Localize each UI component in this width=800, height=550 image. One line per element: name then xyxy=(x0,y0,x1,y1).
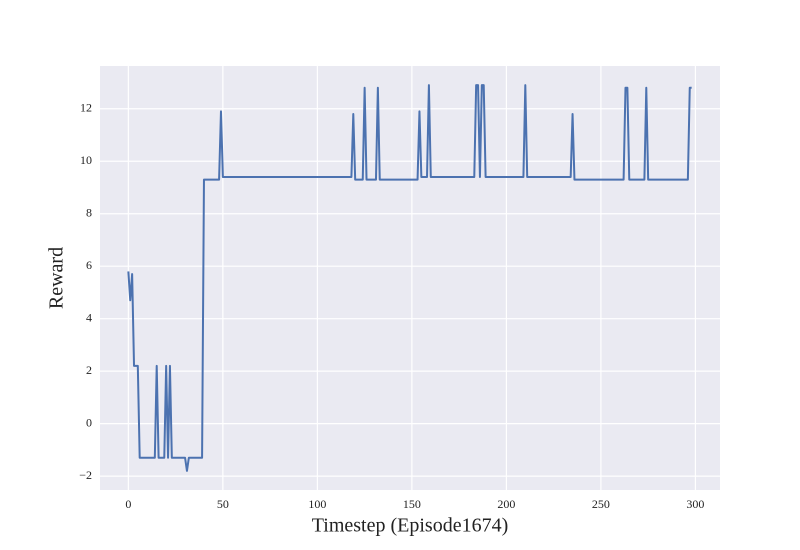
x-tick-label: 300 xyxy=(686,497,704,511)
x-tick-label: 100 xyxy=(308,497,326,511)
y-tick-label: 2 xyxy=(86,363,92,377)
y-tick-label: 12 xyxy=(80,101,92,115)
y-tick-label: 6 xyxy=(86,258,92,272)
line xyxy=(127,84,692,472)
y-tick-label: 0 xyxy=(86,415,92,429)
x-axis-label: Timestep (Episode1674) xyxy=(312,515,508,537)
y-axis-label: Reward xyxy=(46,247,68,309)
x-tick-label: 200 xyxy=(497,497,515,511)
plot-background xyxy=(100,66,720,490)
x-tick-label: 0 xyxy=(125,497,131,511)
x-tick-label: 150 xyxy=(403,497,421,511)
x-tick-label: 250 xyxy=(592,497,610,511)
y-tick-label: 8 xyxy=(86,205,92,219)
x-tick-label: 50 xyxy=(217,497,229,511)
y-tick-label: 10 xyxy=(80,153,92,167)
y-tick-label: 4 xyxy=(86,310,92,324)
y-tick-label: −2 xyxy=(79,468,92,482)
